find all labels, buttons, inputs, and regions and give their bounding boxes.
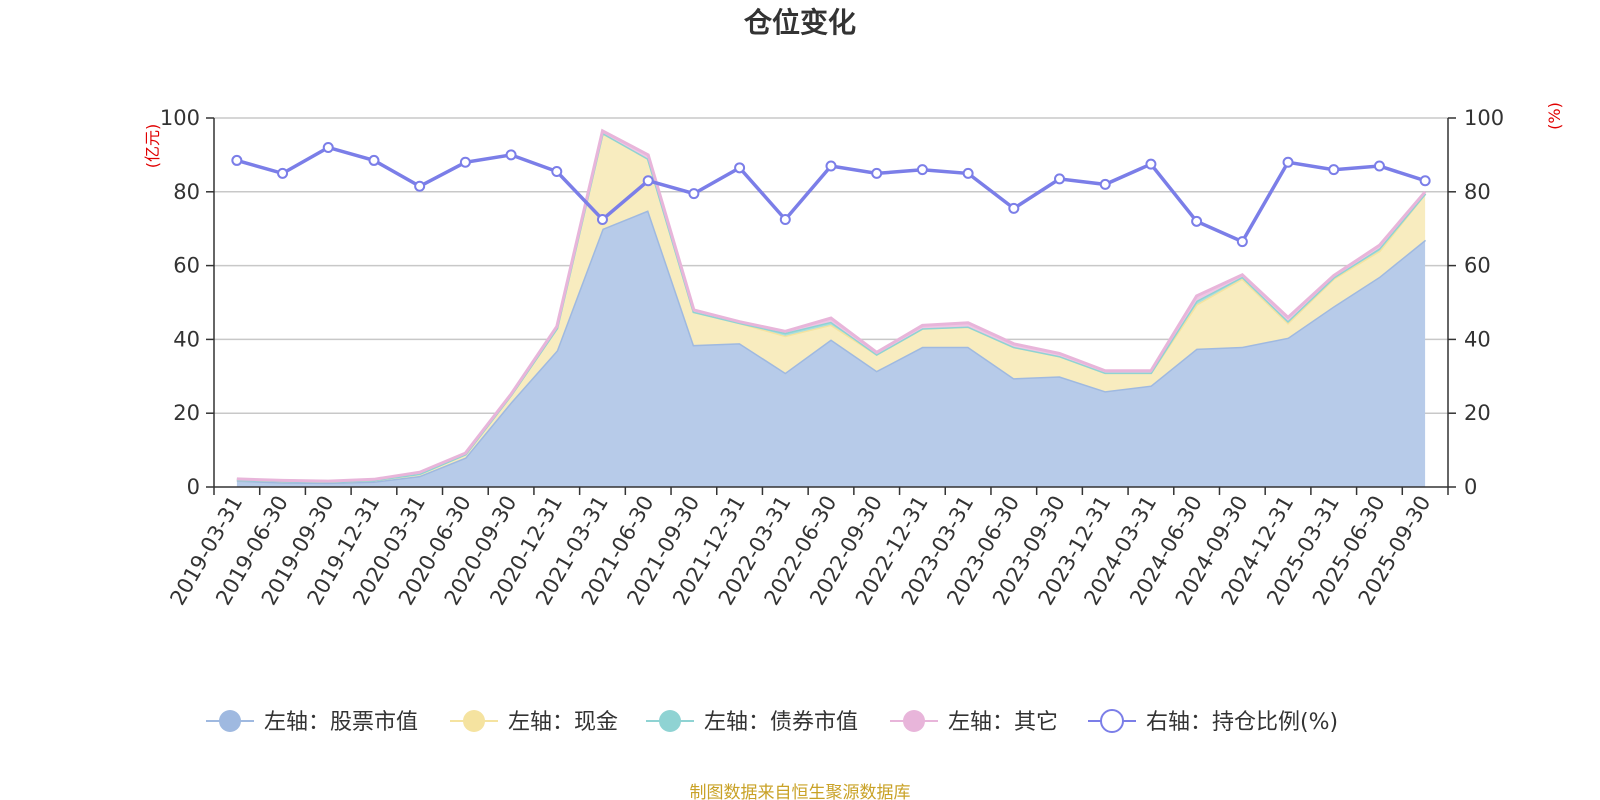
- left-y-tick-label: 20: [173, 401, 200, 425]
- ratio-point: [1328, 164, 1340, 176]
- ratio-point: [414, 180, 426, 192]
- ratio-point: [916, 164, 928, 176]
- left-axis-unit: (亿元): [143, 124, 162, 169]
- right-y-tick-label: 60: [1464, 254, 1491, 278]
- right-axis-unit: (%): [1545, 102, 1564, 130]
- legend-marker: [219, 710, 241, 732]
- right-y-tick-label: 100: [1464, 106, 1504, 130]
- x-axis-ticks: 2019-03-312019-06-302019-09-302019-12-31…: [165, 487, 1449, 609]
- legend-label: 左轴：现金: [508, 710, 618, 735]
- legend-item[interactable]: 右轴：持仓比例(%): [1088, 709, 1338, 735]
- ratio-point: [825, 160, 837, 172]
- right-y-tick-label: 20: [1464, 401, 1491, 425]
- ratio-point: [551, 166, 563, 178]
- ratio-point: [277, 167, 289, 179]
- chart-title: 仓位变化: [744, 6, 856, 39]
- ratio-line-series: [231, 142, 1431, 248]
- ratio-point: [505, 149, 517, 161]
- right-y-tick-label: 80: [1464, 180, 1491, 204]
- area-edge-左轴：其它: [236, 128, 1427, 483]
- ratio-point: [1145, 158, 1157, 170]
- y-axis-ticks: 0 0 20 20 40 40 60 60 80 80 100 100: [160, 106, 1504, 499]
- ratio-point: [1282, 156, 1294, 168]
- ratio-point: [1054, 173, 1066, 185]
- ratio-point: [642, 175, 654, 187]
- legend-marker: [463, 710, 485, 732]
- legend-marker: [1100, 709, 1124, 733]
- legend-marker: [659, 710, 681, 732]
- ratio-point: [871, 167, 883, 179]
- ratio-point: [688, 188, 700, 200]
- legend-label: 右轴：持仓比例(%): [1146, 710, 1338, 735]
- legend-item[interactable]: 左轴：债券市值: [646, 710, 858, 735]
- ratio-point: [1191, 215, 1203, 227]
- left-y-tick-label: 100: [160, 106, 200, 130]
- axes: [213, 118, 1449, 488]
- ratio-point: [322, 142, 334, 154]
- ratio-point: [231, 154, 243, 166]
- ratio-point: [1419, 175, 1431, 187]
- ratio-point: [962, 167, 974, 179]
- ratio-point: [1099, 178, 1111, 190]
- left-y-tick-label: 0: [187, 475, 200, 499]
- legend[interactable]: 左轴：股票市值 左轴：现金 左轴：债券市值 左轴：其它 右轴：持仓比例(%): [206, 709, 1338, 735]
- ratio-point: [368, 154, 380, 166]
- ratio-point: [734, 162, 746, 174]
- legend-marker: [903, 710, 925, 732]
- source-note: 制图数据来自恒生聚源数据库: [690, 783, 911, 800]
- ratio-point: [1008, 202, 1020, 214]
- ratio-point: [1236, 236, 1248, 248]
- left-y-tick-label: 80: [173, 180, 200, 204]
- legend-item[interactable]: 左轴：现金: [450, 710, 618, 735]
- legend-label: 左轴：股票市值: [264, 710, 418, 735]
- stacked-areas: [236, 128, 1427, 488]
- ratio-point: [1373, 160, 1385, 172]
- ratio-point: [779, 213, 791, 225]
- legend-item[interactable]: 左轴：股票市值: [206, 710, 418, 735]
- right-y-tick-label: 40: [1464, 327, 1491, 351]
- legend-label: 左轴：其它: [948, 710, 1058, 735]
- area-左轴：股票市值: [236, 210, 1426, 488]
- ratio-point: [459, 156, 471, 168]
- left-y-tick-label: 40: [173, 327, 200, 351]
- legend-item[interactable]: 左轴：其它: [890, 710, 1058, 735]
- ratio-point: [596, 213, 608, 225]
- right-y-tick-label: 0: [1464, 475, 1477, 499]
- legend-label: 左轴：债券市值: [704, 710, 858, 735]
- left-y-tick-label: 60: [173, 254, 200, 278]
